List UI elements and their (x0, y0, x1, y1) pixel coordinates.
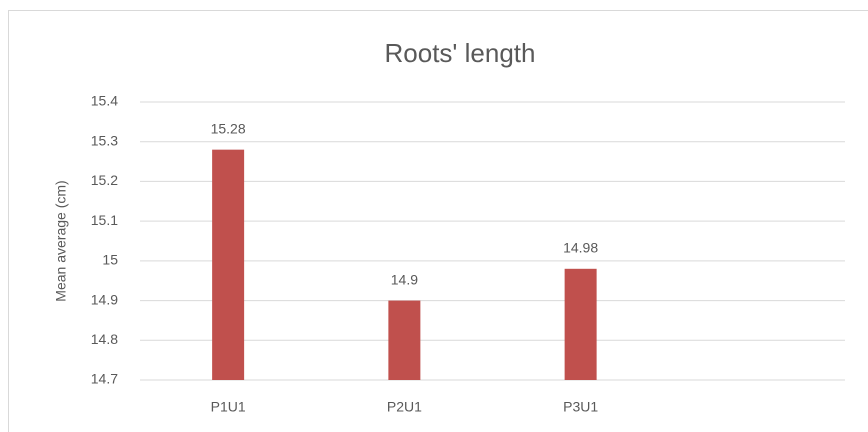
bar (564, 268, 597, 380)
data-label: 14.9 (391, 271, 418, 287)
chart-title: Roots' length (385, 38, 536, 68)
y-tick-label: 14.9 (91, 291, 118, 307)
y-tick-label: 15.1 (91, 212, 118, 228)
data-label: 15.28 (211, 120, 246, 136)
y-tick-label: 15.4 (91, 93, 118, 109)
bar (388, 300, 421, 380)
y-tick-label: 14.7 (91, 371, 118, 387)
x-tick-label: P2U1 (387, 399, 422, 415)
y-tick-label: 15 (102, 252, 118, 268)
data-label: 14.98 (563, 240, 598, 256)
x-tick-label: P3U1 (563, 399, 598, 415)
bar (212, 149, 245, 380)
x-tick-label: P1U1 (211, 399, 246, 415)
y-tick-label: 14.8 (91, 331, 118, 347)
y-axis-label: Mean average (cm) (53, 180, 69, 301)
y-tick-label: 15.3 (91, 132, 118, 148)
y-tick-label: 15.2 (91, 172, 118, 188)
